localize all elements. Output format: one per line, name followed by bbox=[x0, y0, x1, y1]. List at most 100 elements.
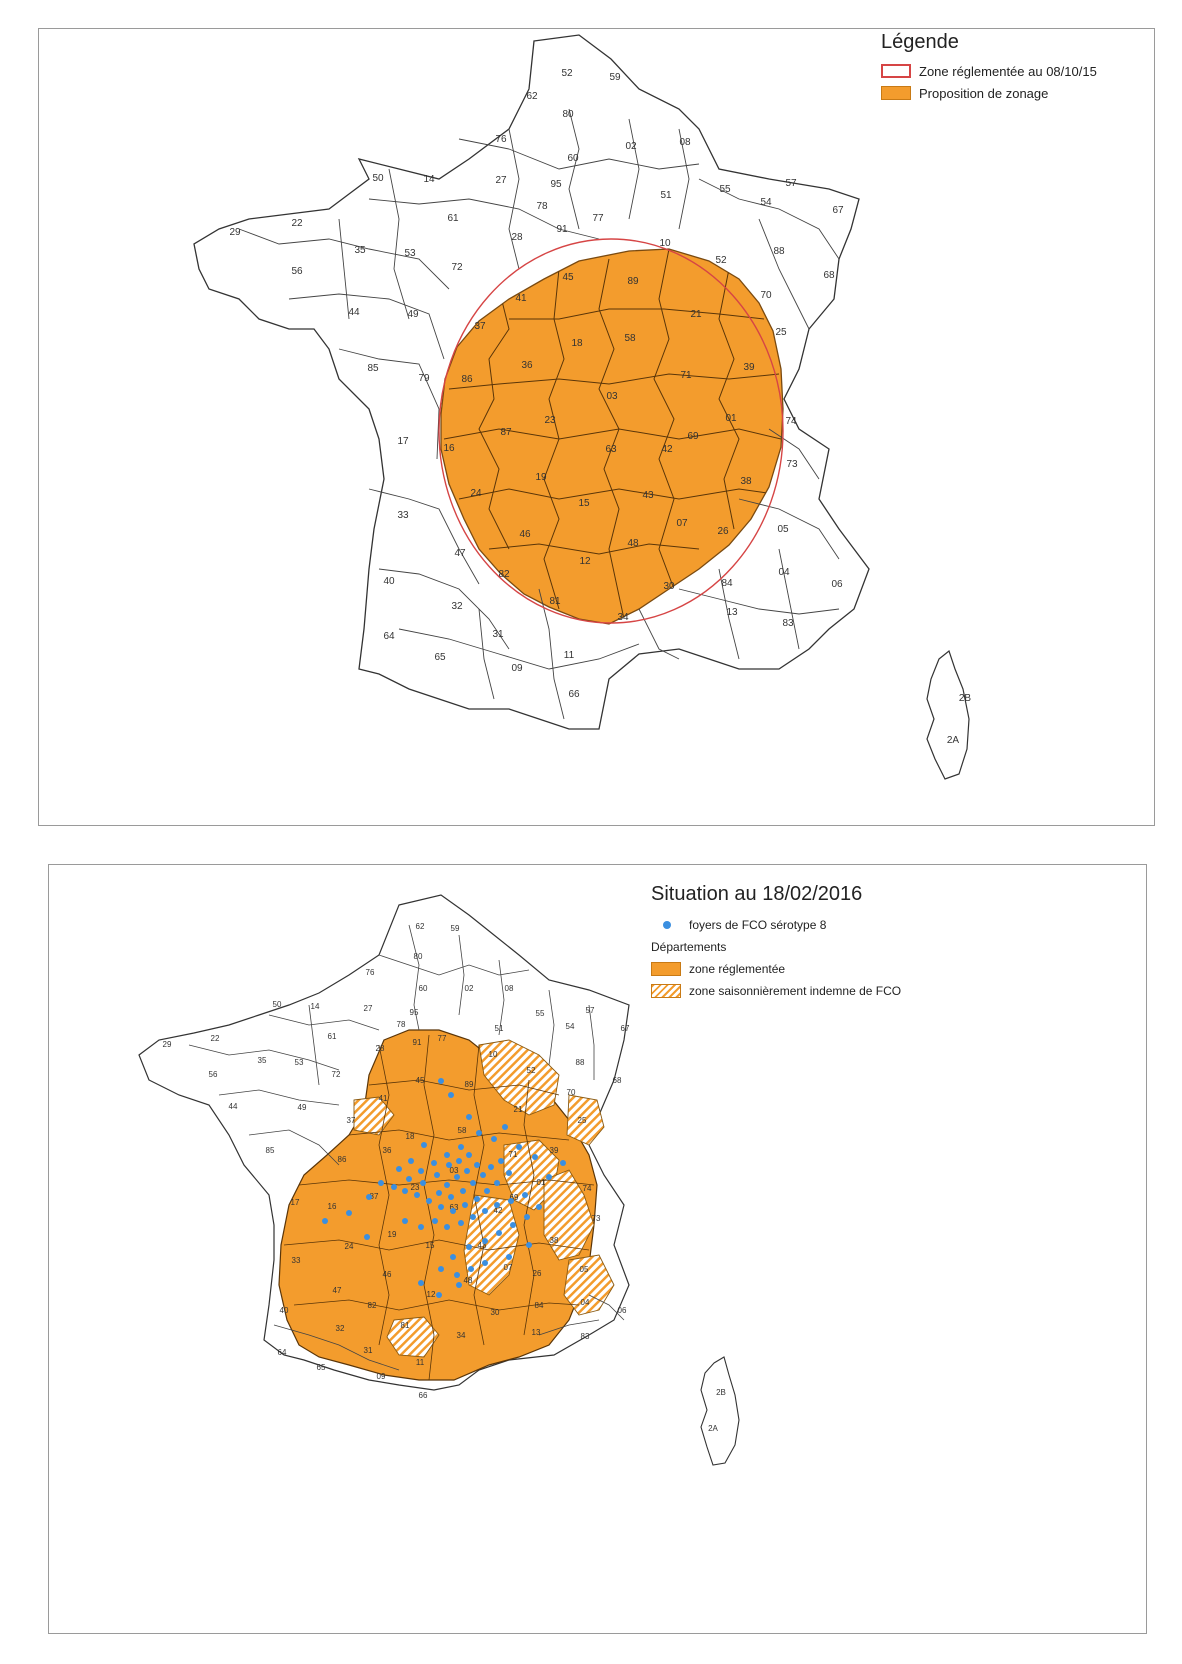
department-label-76: 76 bbox=[495, 134, 507, 145]
foyer-point bbox=[522, 1192, 528, 1198]
department-label-04: 04 bbox=[778, 567, 790, 578]
legend-item-zone-reglementee: zone réglementée bbox=[651, 958, 901, 980]
department-label-52: 52 bbox=[527, 1066, 536, 1075]
department-label-2A: 2A bbox=[947, 735, 960, 746]
department-label-42: 42 bbox=[661, 444, 673, 455]
foyer-point bbox=[458, 1220, 464, 1226]
department-label-09: 09 bbox=[377, 1372, 386, 1381]
department-label-07: 07 bbox=[676, 518, 688, 529]
department-label-50: 50 bbox=[273, 1000, 282, 1009]
foyer-point bbox=[421, 1142, 427, 1148]
foyer-point bbox=[420, 1180, 426, 1186]
foyer-point bbox=[448, 1194, 454, 1200]
department-label-31: 31 bbox=[364, 1346, 373, 1355]
department-label-53: 53 bbox=[404, 248, 416, 259]
department-label-17: 17 bbox=[397, 436, 409, 447]
department-label-07: 07 bbox=[504, 1263, 513, 1272]
department-label-22: 22 bbox=[291, 218, 303, 229]
foyer-point bbox=[432, 1218, 438, 1224]
department-label-85: 85 bbox=[266, 1146, 275, 1155]
foyer-point bbox=[456, 1282, 462, 1288]
department-label-78: 78 bbox=[536, 201, 548, 212]
zone-borders bbox=[443, 249, 782, 620]
foyer-point bbox=[448, 1092, 454, 1098]
department-label-43: 43 bbox=[642, 490, 654, 501]
department-label-66: 66 bbox=[568, 689, 580, 700]
legend-item-zone-reglementee: Zone réglementée au 08/10/15 bbox=[881, 60, 1097, 82]
department-label-48: 48 bbox=[627, 538, 639, 549]
department-label-19: 19 bbox=[388, 1230, 397, 1239]
department-label-14: 14 bbox=[311, 1002, 320, 1011]
foyer-point bbox=[484, 1188, 490, 1194]
department-label-15: 15 bbox=[426, 1241, 435, 1250]
department-label-50: 50 bbox=[372, 173, 384, 184]
foyer-point bbox=[431, 1160, 437, 1166]
department-label-26: 26 bbox=[533, 1269, 542, 1278]
department-label-87: 87 bbox=[500, 427, 512, 438]
department-label-76: 76 bbox=[366, 968, 375, 977]
department-label-49: 49 bbox=[298, 1103, 307, 1112]
foyer-point bbox=[536, 1204, 542, 1210]
department-label-83: 83 bbox=[581, 1332, 590, 1341]
foyer-point bbox=[378, 1180, 384, 1186]
department-label-89: 89 bbox=[465, 1080, 474, 1089]
legend-item-label: zone saisonnièrement indemne de FCO bbox=[689, 984, 902, 998]
foyer-point bbox=[458, 1144, 464, 1150]
department-label-73: 73 bbox=[786, 459, 798, 470]
department-label-60: 60 bbox=[419, 984, 428, 993]
department-label-27: 27 bbox=[495, 175, 507, 186]
foyer-point bbox=[466, 1152, 472, 1158]
foyer-point bbox=[480, 1172, 486, 1178]
department-label-47: 47 bbox=[333, 1286, 342, 1295]
foyer-point bbox=[322, 1218, 328, 1224]
department-label-47: 47 bbox=[454, 548, 466, 559]
foyer-point bbox=[444, 1152, 450, 1158]
france-map-situation: 62 59 80 76 60 02 08 50 14 27 95 55 57 54 67 22 61 78 91 77… bbox=[138, 894, 740, 1466]
foyer-point bbox=[438, 1078, 444, 1084]
department-label-74: 74 bbox=[583, 1184, 592, 1193]
department-label-34: 34 bbox=[617, 612, 629, 623]
department-label-46: 46 bbox=[383, 1270, 392, 1279]
department-label-36: 36 bbox=[521, 360, 533, 371]
foyer-point bbox=[466, 1244, 472, 1250]
foyer-point bbox=[418, 1224, 424, 1230]
foyer-point bbox=[426, 1198, 432, 1204]
foyer-point bbox=[506, 1254, 512, 1260]
department-label-81: 81 bbox=[549, 596, 561, 607]
foyer-point bbox=[434, 1172, 440, 1178]
department-label-10: 10 bbox=[659, 238, 671, 249]
department-label-78: 78 bbox=[397, 1020, 406, 1029]
department-label-12: 12 bbox=[427, 1290, 436, 1299]
foyer-point bbox=[488, 1164, 494, 1170]
department-label-14: 14 bbox=[423, 174, 435, 185]
department-label-54: 54 bbox=[566, 1022, 575, 1031]
department-label-81: 81 bbox=[401, 1321, 410, 1330]
department-label-21: 21 bbox=[690, 309, 702, 320]
foyer-point bbox=[450, 1254, 456, 1260]
foyer-point bbox=[346, 1210, 352, 1216]
department-label-18: 18 bbox=[406, 1132, 415, 1141]
department-label-63: 63 bbox=[605, 444, 617, 455]
department-label-04: 04 bbox=[581, 1298, 590, 1307]
department-label-70: 70 bbox=[567, 1088, 576, 1097]
department-label-91: 91 bbox=[556, 224, 568, 235]
foyer-point bbox=[454, 1272, 460, 1278]
department-label-95: 95 bbox=[550, 179, 562, 190]
department-label-52: 52 bbox=[561, 68, 573, 79]
department-label-08: 08 bbox=[679, 137, 691, 148]
department-label-32: 32 bbox=[336, 1324, 345, 1333]
department-label-73: 73 bbox=[592, 1214, 601, 1223]
department-label-37: 37 bbox=[347, 1116, 356, 1125]
fill-swatch-icon bbox=[651, 962, 681, 976]
department-label-2B: 2B bbox=[959, 693, 972, 704]
foyer-point bbox=[438, 1204, 444, 1210]
white-dept-borders bbox=[188, 924, 625, 1371]
department-label-42: 42 bbox=[494, 1206, 503, 1215]
department-label-01: 01 bbox=[537, 1178, 546, 1187]
department-label-08: 08 bbox=[505, 984, 514, 993]
department-label-28: 28 bbox=[511, 232, 523, 243]
department-label-88: 88 bbox=[576, 1058, 585, 1067]
foyer-point bbox=[454, 1174, 460, 1180]
department-label-84: 84 bbox=[721, 578, 733, 589]
department-label-86: 86 bbox=[461, 374, 473, 385]
